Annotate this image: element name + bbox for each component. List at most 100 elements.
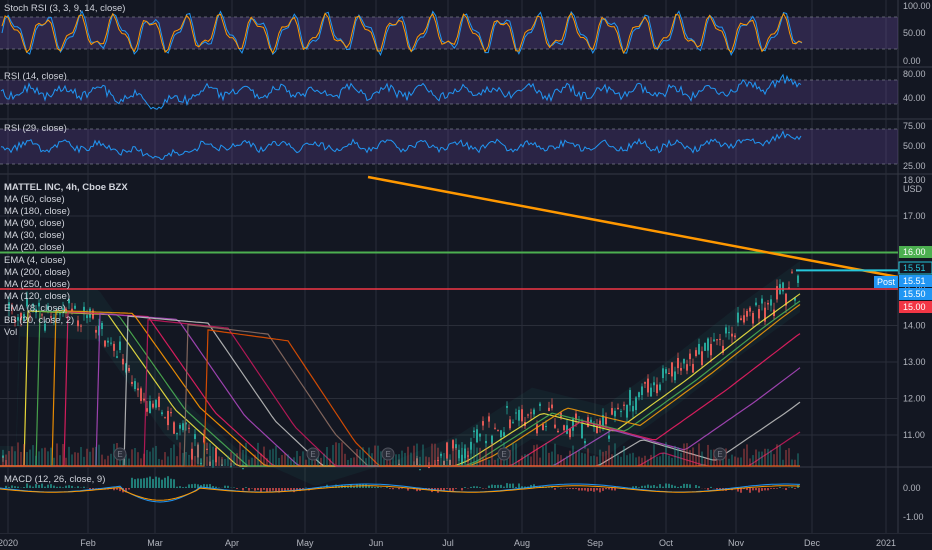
indicator-ema8[interactable]: EMA (8, close) xyxy=(4,302,66,314)
candle-body xyxy=(608,435,610,439)
candle-body xyxy=(230,466,232,468)
volume-bar xyxy=(299,456,301,466)
candle-body xyxy=(188,427,190,429)
macd-hist-bar xyxy=(686,483,688,488)
candle-body xyxy=(755,302,757,306)
macd-hist-bar xyxy=(743,488,745,490)
macd-hist-bar xyxy=(47,484,49,488)
volume-bar xyxy=(368,447,370,466)
macd-hist-bar xyxy=(281,488,283,492)
indicator-ma120[interactable]: MA (120, close) xyxy=(4,290,70,302)
indicator-ma180[interactable]: MA (180, close) xyxy=(4,206,70,218)
volume-bar xyxy=(188,454,190,466)
volume-bar xyxy=(293,457,295,466)
volume-bar xyxy=(710,449,712,466)
volume-bar xyxy=(425,456,427,466)
volume-bar xyxy=(620,456,622,466)
macd-hist-bar xyxy=(647,484,649,488)
macd-hist-bar xyxy=(677,486,679,488)
indicator-ma250[interactable]: MA (250, close) xyxy=(4,278,70,290)
macd-hist-bar xyxy=(611,488,613,491)
volume-bar xyxy=(530,456,532,466)
indicator-bb[interactable]: BB (20, close, 2) xyxy=(4,315,75,327)
candle-body xyxy=(446,442,448,459)
volume-bar xyxy=(686,443,688,466)
candle-body xyxy=(170,412,172,414)
indicator-ma90[interactable]: MA (90, close) xyxy=(4,218,65,230)
macd-tick-neg1: -1.00 xyxy=(903,512,924,522)
volume-bar xyxy=(230,451,232,466)
volume-bar xyxy=(662,452,664,466)
macd-hist-bar xyxy=(785,488,787,491)
volume-bar xyxy=(152,447,154,466)
macd-hist-bar xyxy=(164,477,166,488)
volume-bar xyxy=(302,451,304,466)
macd-hist-bar xyxy=(473,486,475,488)
candle-body xyxy=(77,320,79,327)
volume-bar xyxy=(134,447,136,466)
candle-body xyxy=(686,364,688,371)
candle-body xyxy=(155,399,157,408)
volume-bar xyxy=(95,446,97,466)
price-label: 15.50 xyxy=(903,289,926,299)
candle-body xyxy=(605,417,607,425)
volume-bar xyxy=(653,444,655,466)
candle-body xyxy=(521,409,523,422)
indicator-ema4[interactable]: EMA (4, close) xyxy=(4,254,66,266)
indicator-ma200[interactable]: MA (200, close) xyxy=(4,266,70,278)
volume-bar xyxy=(611,454,613,466)
price-label-bg xyxy=(899,275,932,287)
volume-bar xyxy=(269,449,271,466)
volume-bar xyxy=(512,442,514,466)
candle-body xyxy=(506,406,508,408)
candle-body xyxy=(482,421,484,426)
candle-body xyxy=(656,384,658,394)
price-label: 15.51 xyxy=(903,276,926,286)
candle-body xyxy=(14,319,16,322)
macd-hist-bar xyxy=(491,484,493,488)
volume-bar xyxy=(350,457,352,466)
candle-body xyxy=(110,342,112,344)
volume-bar xyxy=(77,452,79,466)
candle-body xyxy=(119,341,121,351)
macd-hist-bar xyxy=(161,479,163,488)
volume-bar xyxy=(125,454,127,466)
currency-label: USD xyxy=(903,184,923,194)
volume-bar xyxy=(191,453,193,466)
price-tick: 17.00 xyxy=(903,211,926,221)
volume-bar xyxy=(764,448,766,466)
post-badge xyxy=(874,276,898,288)
candle-body xyxy=(668,372,670,374)
indicator-ma50[interactable]: MA (50, close) xyxy=(4,194,65,206)
macd-hist-bar xyxy=(17,486,19,488)
macd-hist-bar xyxy=(788,487,790,488)
macd-hist-bar xyxy=(209,484,211,488)
indicator-ma30[interactable]: MA (30, close) xyxy=(4,230,65,242)
candle-body xyxy=(17,317,19,321)
bollinger-band xyxy=(0,261,800,486)
candle-body xyxy=(29,315,31,317)
candle-body xyxy=(782,282,784,292)
volume-bar xyxy=(797,453,799,466)
candle-body xyxy=(74,305,76,309)
indicator-ma20[interactable]: MA (20, close) xyxy=(4,242,65,254)
volume-bar xyxy=(740,457,742,466)
candle-body xyxy=(209,461,211,466)
earnings-marker xyxy=(113,447,127,461)
volume-bar xyxy=(224,458,226,466)
candle-body xyxy=(539,403,541,407)
volume-bar xyxy=(410,452,412,466)
macd-hist-bar xyxy=(539,485,541,488)
main-legend: MATTEL INC, 4h, Cboe BZX MA (50, close) … xyxy=(4,182,128,339)
macd-hist-bar xyxy=(176,486,178,488)
candle-body xyxy=(428,467,430,469)
macd-hist-bar xyxy=(353,485,355,488)
macd-hist-bar xyxy=(200,485,202,488)
volume-bar xyxy=(485,447,487,466)
volume-bar xyxy=(221,457,223,466)
indicator-vol[interactable]: Vol xyxy=(4,327,18,339)
rsi14-legend: RSI (14, close) xyxy=(4,71,67,83)
time-axis-label: Mar xyxy=(147,538,163,548)
time-axis-label: May xyxy=(296,538,314,548)
